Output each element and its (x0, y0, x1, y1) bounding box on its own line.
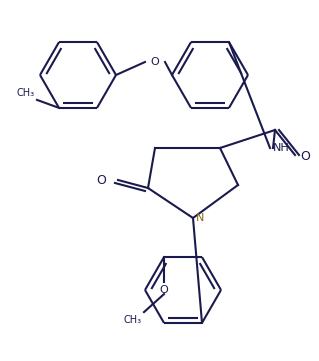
Text: O: O (96, 174, 106, 187)
Text: NH: NH (273, 143, 290, 153)
Text: CH₃: CH₃ (17, 88, 35, 98)
Text: O: O (160, 285, 168, 295)
Text: CH₃: CH₃ (124, 315, 142, 325)
Text: N: N (196, 213, 204, 223)
Text: O: O (151, 57, 160, 67)
Text: O: O (300, 151, 310, 164)
